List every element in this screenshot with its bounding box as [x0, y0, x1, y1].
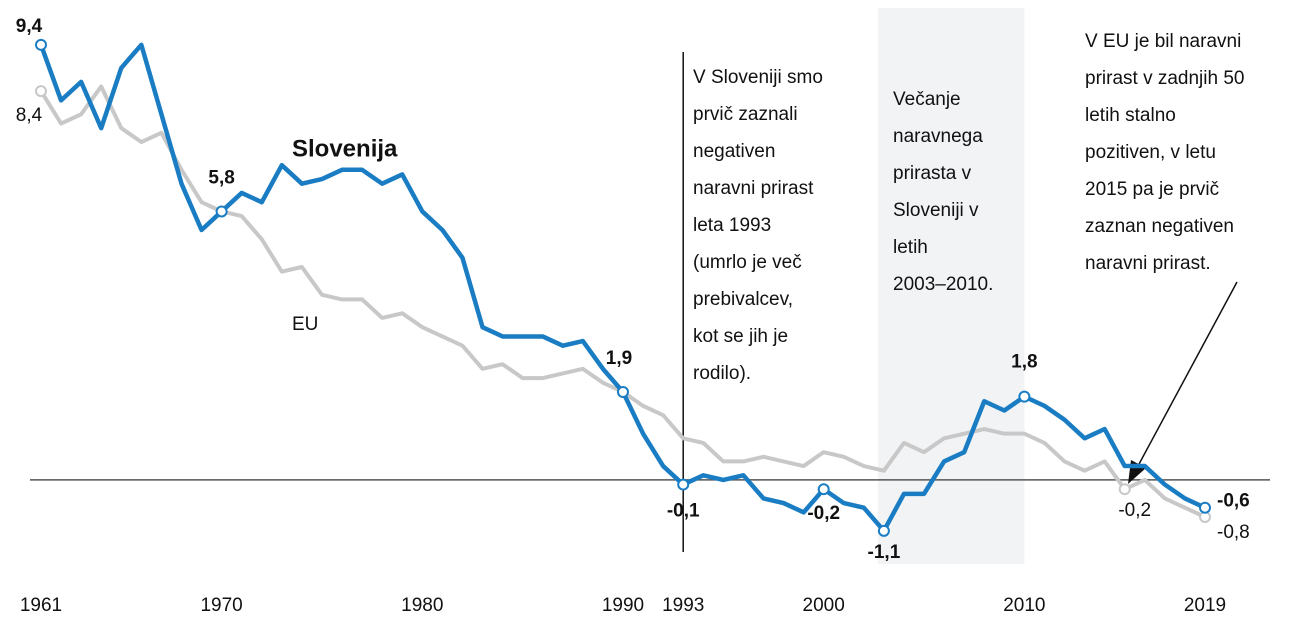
series-label: Slovenija [292, 135, 398, 162]
point-marker [877, 524, 890, 537]
annotation: prirasta v [893, 163, 972, 184]
series-line [38, 42, 1206, 534]
value-label: -1,1 [868, 542, 901, 563]
annotation: naravni prirast [693, 178, 814, 199]
x-tick-label: 1961 [20, 595, 62, 616]
point-marker [35, 38, 47, 51]
x-tick-label: 1970 [200, 595, 242, 616]
annotation: V EU je bil naravni [1085, 31, 1241, 52]
point-marker [215, 205, 228, 218]
annotation: pozitiven, v letu [1085, 142, 1216, 163]
annotation: V Sloveniji smo [693, 67, 823, 88]
annotation: Večanje [893, 89, 961, 110]
value-label: -0,2 [1118, 500, 1151, 521]
value-label: -0,1 [667, 501, 700, 522]
value-label: 9,4 [16, 16, 43, 37]
point-marker [1118, 483, 1131, 496]
annotation: leta 1993 [693, 215, 771, 236]
x-tick-label: 2000 [803, 595, 845, 616]
value-label: 1,8 [1011, 352, 1037, 373]
annotation: naravni prirast. [1085, 253, 1211, 274]
annotation: kot se jih je [693, 326, 788, 347]
x-tick-label: 1993 [662, 595, 704, 616]
point-marker [617, 385, 629, 398]
point-marker [35, 85, 47, 98]
annotation: zaznan negativen [1085, 216, 1234, 237]
annotation: rodilo). [693, 363, 751, 384]
annotation: (umrlo je več [693, 252, 802, 273]
value-label: 1,9 [606, 348, 632, 369]
value-label: -0,8 [1217, 522, 1250, 543]
shaded-period [877, 8, 1025, 564]
x-tick-label: 1980 [401, 595, 443, 616]
arrow-line [1137, 281, 1238, 467]
annotation: negativen [693, 141, 775, 162]
annotation: prebivalcev, [693, 289, 793, 310]
annotation: 2015 pa je prvič [1085, 179, 1219, 200]
value-label: -0,6 [1217, 491, 1250, 512]
annotation: letih [893, 237, 928, 258]
value-label: -0,2 [807, 503, 840, 524]
value-label: 8,4 [16, 105, 43, 126]
point-marker [1199, 501, 1211, 514]
value-label: 5,8 [208, 167, 234, 188]
point-marker [817, 483, 830, 496]
point-marker [1018, 390, 1031, 403]
annotation: naravnega [893, 126, 983, 147]
annotation: 2003–2010. [893, 274, 993, 295]
x-tick-label: 2019 [1184, 595, 1226, 616]
point-marker [677, 478, 690, 491]
annotation: prvič zaznali [693, 104, 798, 125]
x-tick-label: 1990 [602, 595, 644, 616]
annotation: prirast v zadnjih 50 [1085, 68, 1244, 89]
series-label: EU [292, 314, 318, 335]
x-tick-label: 2010 [1003, 595, 1045, 616]
annotation: Sloveniji v [893, 200, 979, 221]
annotation: letih stalno [1085, 105, 1176, 126]
series-line [39, 84, 1206, 519]
